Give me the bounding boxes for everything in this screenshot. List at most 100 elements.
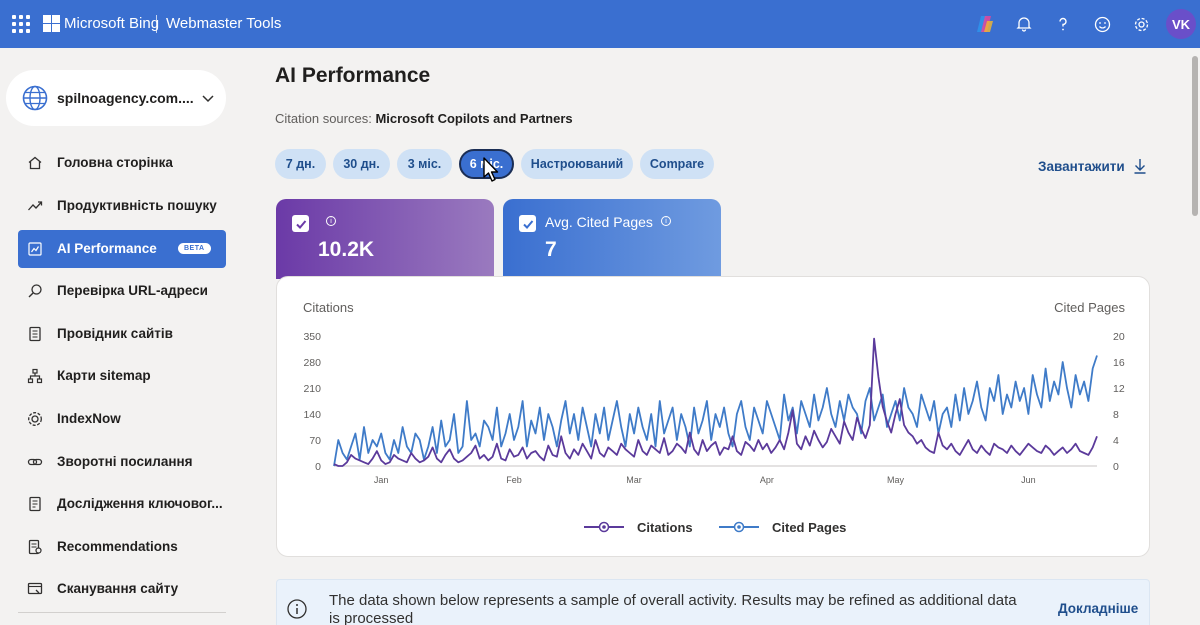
sidebar-item-ai-performance[interactable]: AI Performance BETA (18, 230, 226, 268)
download-label: Завантажити (1038, 158, 1125, 174)
sidebar-item-label: Головна сторінка (57, 155, 173, 170)
page-title: AI Performance (275, 64, 431, 87)
brand-name[interactable]: Microsoft Bing (64, 15, 160, 32)
series-line-cited-pages (333, 355, 1098, 467)
x-tick-label: Mar (626, 475, 642, 485)
y-tick-left-label: 350 (303, 331, 321, 343)
metric-card-cited-pages[interactable]: Avg. Cited Pages i 7 (503, 199, 721, 279)
y-tick-right-label: 16 (1113, 357, 1125, 369)
sidebar-item-site-scan[interactable]: Сканування сайту (18, 570, 226, 608)
bell-icon[interactable] (1012, 12, 1036, 36)
info-icon[interactable]: i (661, 216, 671, 226)
sidebar-item-sitemaps[interactable]: Карти sitemap (18, 357, 226, 395)
explorer-icon (29, 326, 41, 342)
gear-icon[interactable] (1129, 12, 1153, 36)
y-axis-right-title: Cited Pages (1054, 300, 1125, 315)
sidebar-item-label: Recommendations (57, 539, 178, 554)
info-icon (287, 599, 307, 619)
feedback-smile-icon[interactable] (1090, 12, 1114, 36)
x-tick-label: Feb (506, 475, 522, 485)
sidebar-item-search-performance[interactable]: Продуктивність пошуку (18, 187, 226, 225)
indexnow-icon (28, 412, 42, 426)
scan-icon (27, 582, 43, 595)
metric-value: 10.2K (318, 238, 375, 261)
y-tick-right-label: 20 (1113, 331, 1125, 343)
range-30-days-button[interactable]: 30 дн. (333, 149, 390, 179)
sidebar-item-label: AI Performance (57, 241, 157, 256)
download-button[interactable]: Завантажити (1038, 158, 1147, 174)
x-tick-label: May (887, 475, 905, 485)
citation-label: Citation sources: (275, 111, 372, 126)
recommendations-icon (28, 539, 42, 555)
y-axis-left-title: Citations (303, 300, 354, 315)
sidebar-item-label: Перевірка URL-адреси (57, 283, 208, 298)
citations-checkbox[interactable] (292, 215, 309, 232)
keyword-icon (29, 496, 41, 512)
sidebar-item-label: Дослідження ключовог... (57, 496, 223, 511)
scrollbar-thumb[interactable] (1192, 56, 1198, 216)
y-tick-left-label: 140 (303, 409, 321, 421)
download-icon (1134, 159, 1146, 174)
help-icon[interactable] (1051, 12, 1075, 36)
metric-card-citations[interactable]: i 10.2K (276, 199, 494, 279)
x-tick-label: Apr (760, 475, 774, 485)
sidebar-item-label: IndexNow (57, 411, 121, 426)
y-tick-right-label: 8 (1113, 409, 1119, 421)
y-tick-right-label: 12 (1113, 383, 1125, 395)
brand-separator (156, 15, 157, 33)
product-name[interactable]: Webmaster Tools (166, 15, 282, 32)
sidebar-item-recommendations[interactable]: Recommendations (18, 528, 226, 566)
legend-marker-dot-cited-pages (737, 525, 741, 529)
y-tick-left-label: 210 (303, 383, 321, 395)
sidebar-item-label: Продуктивність пошуку (57, 198, 217, 213)
range-custom-button[interactable]: Настроюваний (521, 149, 633, 179)
notice-text: The data shown below represents a sample… (329, 592, 1017, 625)
sidebar-item-label: Провідник сайтів (57, 326, 173, 341)
chart-card: Citations Cited Pages 350 280 210 140 70 0 20 16 1… (276, 276, 1150, 557)
site-picker[interactable]: spilnoagency.com.... (6, 70, 226, 126)
sidebar: spilnoagency.com.... Головна сторінка Пр… (0, 48, 244, 625)
performance-line-chart: Citations Cited Pages 350 280 210 140 70 0 20 16 1… (303, 300, 1125, 535)
x-tick-label: Jun (1021, 475, 1036, 485)
waffle-icon[interactable] (12, 15, 30, 33)
page-scrollbar[interactable] (1191, 48, 1200, 625)
site-name: spilnoagency.com.... (57, 90, 194, 106)
info-icon[interactable]: i (326, 216, 336, 226)
avatar[interactable]: VK (1166, 9, 1196, 39)
globe-icon (22, 85, 48, 111)
sidebar-item-url-inspection[interactable]: Перевірка URL-адреси (18, 272, 226, 310)
compare-button[interactable]: Compare (640, 149, 714, 179)
range-3-months-button[interactable]: 3 міс. (397, 149, 452, 179)
learn-more-link[interactable]: Докладніше (1058, 601, 1139, 616)
cited-pages-checkbox[interactable] (519, 215, 536, 232)
x-tick-label: Jan (374, 475, 389, 485)
y-tick-left-label: 70 (309, 435, 321, 447)
y-tick-right-label: 0 (1113, 461, 1119, 473)
metric-title: Avg. Cited Pages (545, 214, 653, 230)
search-icon (28, 284, 42, 298)
home-icon (28, 156, 42, 170)
mouse-cursor-icon (483, 157, 499, 182)
copilot-icon[interactable] (973, 12, 997, 36)
sidebar-item-backlinks[interactable]: Зворотні посилання (18, 443, 226, 481)
range-7-days-button[interactable]: 7 дн. (275, 149, 326, 179)
microsoft-logo-icon (43, 15, 60, 32)
y-tick-left-label: 280 (303, 357, 321, 369)
sidebar-item-site-explorer[interactable]: Провідник сайтів (18, 315, 226, 353)
sidebar-item-home[interactable]: Головна сторінка (18, 144, 226, 182)
legend-label-cited-pages: Cited Pages (772, 520, 846, 535)
legend-marker-dot-citations (602, 525, 606, 529)
series-line-citations (333, 337, 1098, 467)
checkmark-icon (295, 219, 306, 229)
ai-chart-icon (28, 242, 42, 256)
beta-badge: BETA (178, 243, 211, 254)
sample-data-notice: The data shown below represents a sample… (276, 579, 1150, 625)
sidebar-item-indexnow[interactable]: IndexNow (18, 400, 226, 438)
y-tick-right-label: 4 (1113, 435, 1119, 447)
chevron-down-icon[interactable] (200, 90, 216, 106)
legend-label-citations: Citations (637, 520, 693, 535)
sidebar-item-keyword-research[interactable]: Дослідження ключовог... (18, 485, 226, 523)
citation-sources: Citation sources: Microsoft Copilots and… (275, 111, 573, 126)
sidebar-item-label: Карти sitemap (57, 368, 151, 383)
citation-value: Microsoft Copilots and Partners (375, 111, 573, 126)
